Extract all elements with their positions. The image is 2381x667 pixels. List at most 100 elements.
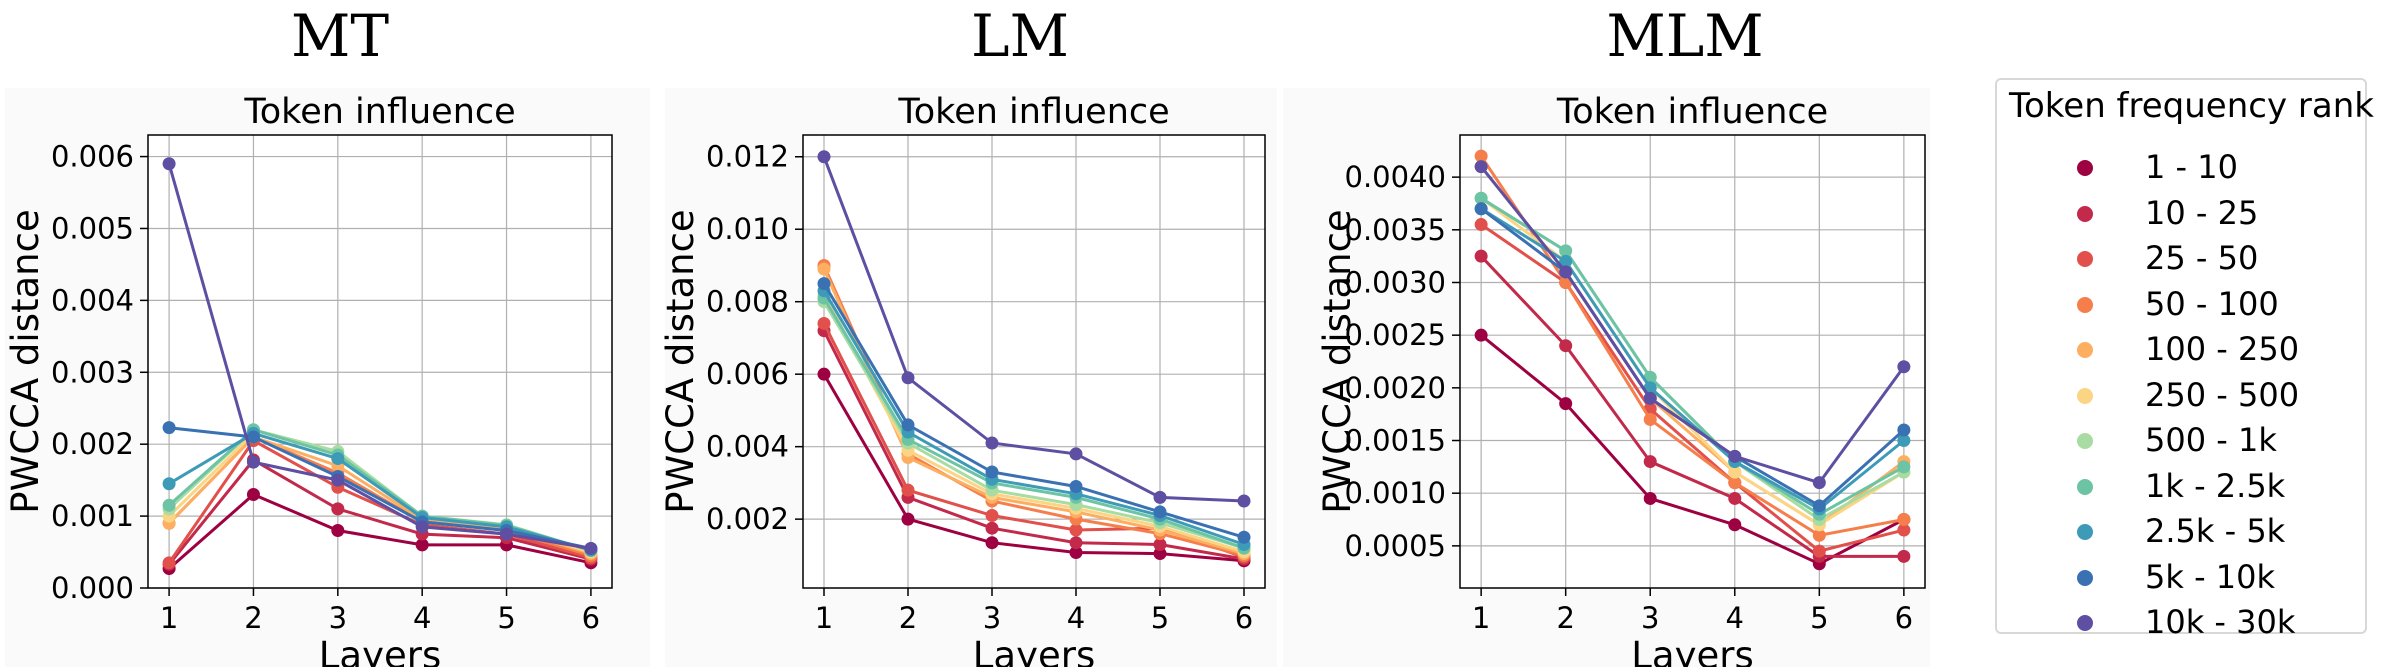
y-tick-label: 0.0040: [1345, 160, 1446, 194]
y-tick-label: 0.002: [706, 502, 789, 536]
data-point: [985, 509, 999, 523]
panel-heading-mt: MT: [290, 2, 390, 70]
legend-marker: [2077, 251, 2093, 267]
legend-item: 5k - 10k: [1997, 557, 2357, 600]
chart-panel: 1 2 3 4 5 6 0.002 0.004 0.006 0.008 0.010 0.012 Toke…: [659, 88, 1277, 667]
data-point: [1812, 476, 1826, 490]
y-tick-label: 0.006: [51, 140, 134, 174]
legend-item: 500 - 1k: [1997, 421, 2357, 463]
y-axis-label: PWCCA distance: [1316, 209, 1359, 513]
y-tick-label: 0.0010: [1345, 476, 1446, 510]
y-tick-label: 0.012: [706, 140, 789, 174]
data-point: [985, 536, 999, 550]
series-line: [822, 156, 1245, 503]
series-line: [1480, 255, 1904, 558]
data-point: [1728, 518, 1742, 532]
series-line: [822, 373, 1245, 563]
legend: Token frequency rank 1 - 10 10 - 25 25 - 5…: [1995, 78, 2374, 641]
legend-item: 100 - 250: [1997, 330, 2357, 372]
legend-label: 100 - 250: [2145, 330, 2300, 368]
y-tick-label: 0.0035: [1345, 213, 1446, 247]
y-tick-label: 0.006: [706, 357, 789, 391]
x-tick-label: 2: [899, 601, 917, 635]
data-point: [901, 418, 915, 432]
data-point: [817, 277, 831, 291]
y-tick-label: 0.0015: [1345, 424, 1446, 458]
panel-heading-lm: LM: [971, 2, 1069, 70]
legend-label: 1 - 10: [2145, 148, 2238, 186]
series-line: [822, 297, 1245, 550]
legend-item: 25 - 50: [1997, 239, 2357, 281]
series-line: [167, 438, 592, 564]
plot-frame: [1459, 134, 1926, 589]
data-point: [1897, 423, 1911, 437]
y-tick-label: 0.005: [51, 211, 134, 245]
data-point: [1237, 530, 1251, 544]
legend-item: 10 - 25: [1997, 193, 2357, 236]
legend-label: 10k - 30k: [2145, 603, 2296, 641]
data-point: [415, 538, 429, 552]
data-point: [162, 421, 176, 435]
data-point: [1643, 391, 1657, 405]
chart-title: Token influence: [1556, 92, 1828, 132]
legend-marker: [2077, 387, 2093, 404]
legend-item: 250 - 500: [1997, 376, 2357, 418]
y-tick-label: 0.003: [51, 355, 134, 389]
data-point: [1643, 491, 1657, 505]
data-point: [1069, 447, 1083, 461]
legend-marker: [2077, 433, 2093, 449]
legend-marker: [2077, 478, 2093, 495]
series-line: [822, 300, 1245, 550]
series-line: [167, 163, 592, 550]
data-point: [1069, 480, 1083, 494]
legend-item: 50 - 100: [1997, 285, 2357, 327]
y-tick-label: 0.0020: [1345, 371, 1446, 405]
data-point: [1153, 505, 1167, 519]
data-point: [1897, 513, 1911, 527]
data-point: [1728, 491, 1742, 505]
data-point: [1069, 523, 1083, 537]
series-line: [1480, 196, 1905, 517]
data-point: [1069, 536, 1083, 550]
chart-title: Token influence: [243, 92, 515, 132]
y-tick-label: 0.0030: [1345, 265, 1446, 299]
panel-heading-mlm: MLM: [1606, 2, 1764, 70]
plot-area: [803, 135, 1265, 588]
data-point: [1812, 528, 1826, 542]
data-point: [985, 465, 999, 479]
x-axis-label: Layers: [319, 634, 441, 667]
data-point: [1643, 412, 1657, 426]
y-tick-label: 0.0025: [1345, 318, 1446, 352]
data-point: [1153, 547, 1167, 561]
y-tick-label: 0.001: [51, 499, 134, 533]
data-point: [1897, 460, 1911, 474]
legend-label: 10 - 25: [2145, 193, 2259, 232]
y-tick-label: 0.0005: [1345, 529, 1446, 563]
data-point: [1728, 465, 1742, 479]
data-point: [985, 436, 999, 450]
legend-marker: [2077, 205, 2093, 222]
x-axis-label: Layers: [1631, 634, 1753, 667]
data-point: [1474, 328, 1488, 342]
x-tick-label: 5: [1151, 601, 1169, 635]
data-point: [1559, 244, 1573, 258]
x-tick-label: 6: [582, 601, 600, 635]
data-point: [901, 371, 915, 385]
y-tick-label: 0.004: [51, 283, 134, 317]
data-point: [1474, 160, 1488, 174]
legend-label: 25 - 50: [2145, 239, 2259, 277]
x-tick-label: 4: [1067, 601, 1085, 635]
legend-label: 500 - 1k: [2145, 421, 2277, 459]
x-tick-label: 4: [1726, 601, 1744, 635]
series-line: [167, 458, 592, 566]
y-tick-label: 0.008: [706, 285, 789, 319]
legend-label: 5k - 10k: [2145, 557, 2276, 596]
data-point: [500, 527, 514, 541]
legend-item: 10k - 30k: [1997, 603, 2357, 645]
plot-area: [1460, 135, 1925, 588]
data-point: [817, 316, 831, 330]
data-point: [415, 520, 429, 534]
chart-panel: 1 2 3 4 5 6 0.0005 0.0010 0.0015 0.0020 0.0025 0.00…: [1283, 88, 1930, 667]
data-point: [1559, 265, 1573, 279]
